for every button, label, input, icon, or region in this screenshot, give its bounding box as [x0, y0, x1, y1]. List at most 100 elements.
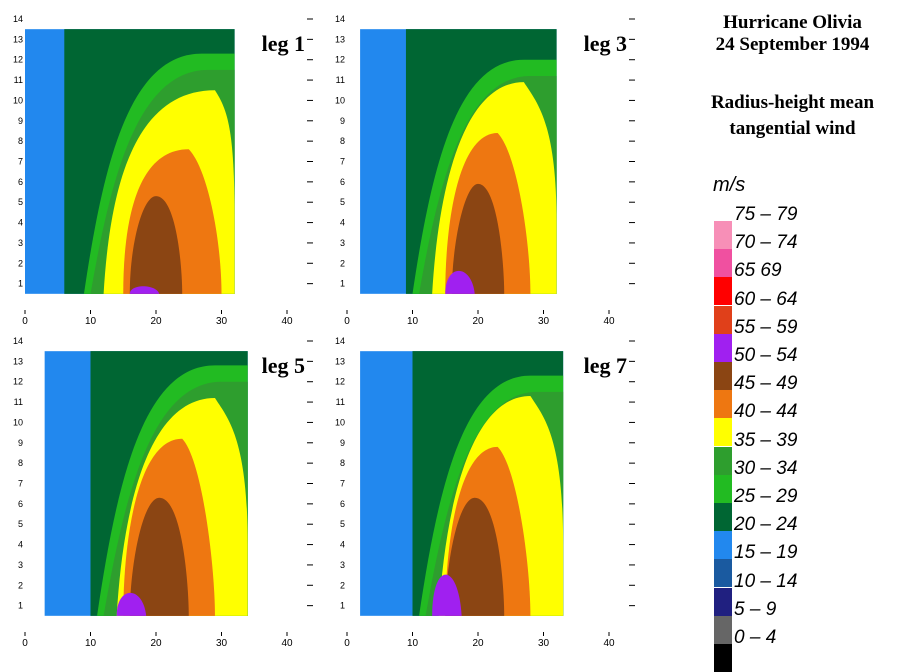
y-tick-label: 2	[340, 580, 345, 590]
y-tick-label: 14	[13, 14, 23, 24]
band-50-54	[129, 497, 189, 616]
band-55-59	[432, 574, 462, 616]
y-tick-label: 8	[18, 458, 23, 468]
y-tick-label: 12	[335, 377, 345, 387]
y-tick-label: 14	[13, 336, 23, 346]
x-tick-label: 40	[603, 638, 615, 649]
y-tick-label: 12	[335, 55, 345, 65]
y-tick-label: 12	[13, 377, 23, 387]
legend-swatch	[714, 277, 732, 306]
y-tick-label: 12	[13, 55, 23, 65]
y-tick-label: 4	[18, 218, 23, 228]
y-tick-label: 3	[18, 238, 23, 248]
band-55-59	[445, 270, 475, 294]
legend-swatch	[714, 390, 732, 419]
x-tick-label: 10	[407, 316, 419, 327]
y-tick-label: 1	[18, 279, 23, 289]
band-50-54	[129, 196, 183, 294]
legend-swatch	[714, 305, 732, 334]
x-tick-label: 10	[407, 638, 419, 649]
y-tick-label: 1	[18, 601, 23, 611]
legend-label: 50 – 54	[734, 345, 798, 366]
y-tick-label: 5	[340, 519, 345, 529]
legend-label: 60 – 64	[734, 288, 798, 310]
band-50-54	[445, 497, 505, 616]
y-tick-label: 10	[13, 95, 23, 105]
legend-swatch	[714, 615, 732, 644]
x-tick-label: 40	[281, 638, 293, 649]
y-tick-label: 2	[340, 258, 345, 268]
y-tick-label: 6	[340, 499, 345, 509]
y-tick-label: 6	[18, 499, 23, 509]
y-tick-label: 6	[18, 177, 23, 187]
x-tick-label: 20	[472, 316, 484, 327]
x-tick-label: 30	[216, 638, 228, 649]
x-tick-label: 30	[538, 638, 550, 649]
panel-title: leg 7	[584, 353, 627, 378]
band-55-59	[129, 286, 160, 294]
legend-swatch	[714, 418, 732, 447]
legend-label: 65 69	[734, 260, 782, 282]
y-tick-label: 13	[13, 34, 23, 44]
legend-swatch	[714, 249, 732, 278]
y-tick-label: 2	[18, 258, 23, 268]
y-tick-label: 8	[18, 136, 23, 146]
legend-label: 30 – 34	[734, 457, 798, 479]
y-tick-label: 9	[18, 438, 23, 448]
legend-swatch	[714, 644, 732, 672]
legend-label: 75 – 79	[734, 204, 798, 225]
y-tick-label: 13	[335, 34, 345, 44]
y-tick-label: 11	[14, 75, 23, 85]
panel-title: leg 5	[262, 353, 305, 378]
y-tick-label: 4	[340, 540, 345, 550]
y-tick-label: 11	[14, 397, 23, 407]
y-tick-label: 13	[335, 356, 345, 366]
legend-label: 15 – 19	[734, 542, 798, 564]
legend-swatch	[714, 446, 732, 475]
y-tick-label: 5	[18, 197, 23, 207]
y-tick-label: 4	[18, 540, 23, 550]
legend-label: 0 – 4	[734, 627, 777, 648]
band-50-54	[451, 183, 505, 294]
y-tick-label: 4	[340, 218, 345, 228]
x-tick-label: 10	[85, 316, 97, 327]
x-tick-label: 20	[150, 316, 162, 327]
y-tick-label: 11	[336, 75, 345, 85]
figure-title-line-1: Hurricane Olivia	[723, 12, 862, 33]
y-tick-label: 3	[18, 560, 23, 570]
x-tick-label: 40	[603, 316, 615, 327]
y-tick-label: 2	[18, 580, 23, 590]
x-tick-label: 0	[344, 316, 350, 327]
y-tick-label: 8	[340, 136, 345, 146]
legend-swatch	[714, 559, 732, 588]
figure-title-line-3: Radius-height mean	[710, 92, 875, 113]
legend-swatch	[714, 474, 732, 503]
x-tick-label: 0	[344, 638, 350, 649]
y-tick-label: 9	[340, 116, 345, 126]
y-tick-label: 7	[340, 157, 345, 167]
y-tick-label: 3	[340, 560, 345, 570]
y-tick-label: 5	[18, 519, 23, 529]
legend-label: 35 – 39	[734, 429, 798, 451]
legend-label: 45 – 49	[734, 373, 798, 395]
legend-swatch	[714, 221, 732, 249]
panel-title: leg 1	[262, 31, 305, 56]
legend-swatch	[714, 362, 732, 390]
y-tick-label: 5	[340, 197, 345, 207]
legend-label: 10 – 14	[734, 570, 798, 592]
figure-title-line-4: tangential wind	[729, 118, 856, 139]
y-tick-label: 7	[18, 479, 23, 489]
legend-swatch	[714, 503, 732, 531]
y-tick-label: 10	[335, 95, 345, 105]
y-tick-label: 14	[335, 14, 345, 24]
y-tick-label: 1	[340, 601, 345, 611]
legend-label: 25 – 29	[734, 486, 798, 507]
y-tick-label: 10	[335, 417, 345, 427]
